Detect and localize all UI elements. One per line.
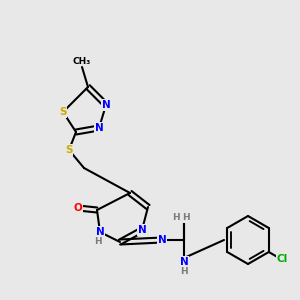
Text: N: N (94, 123, 103, 133)
Text: N: N (180, 257, 188, 267)
Text: N: N (102, 100, 110, 110)
Text: S: S (65, 145, 73, 155)
Text: O: O (74, 203, 82, 213)
Text: Cl: Cl (276, 254, 287, 265)
Text: H: H (182, 214, 190, 223)
Text: N: N (96, 227, 104, 237)
Text: H: H (180, 268, 188, 277)
Text: H: H (172, 214, 180, 223)
Text: N: N (158, 235, 166, 245)
Text: CH₃: CH₃ (73, 56, 91, 65)
Text: S: S (59, 107, 67, 117)
Text: H: H (94, 238, 102, 247)
Text: N: N (138, 225, 146, 235)
